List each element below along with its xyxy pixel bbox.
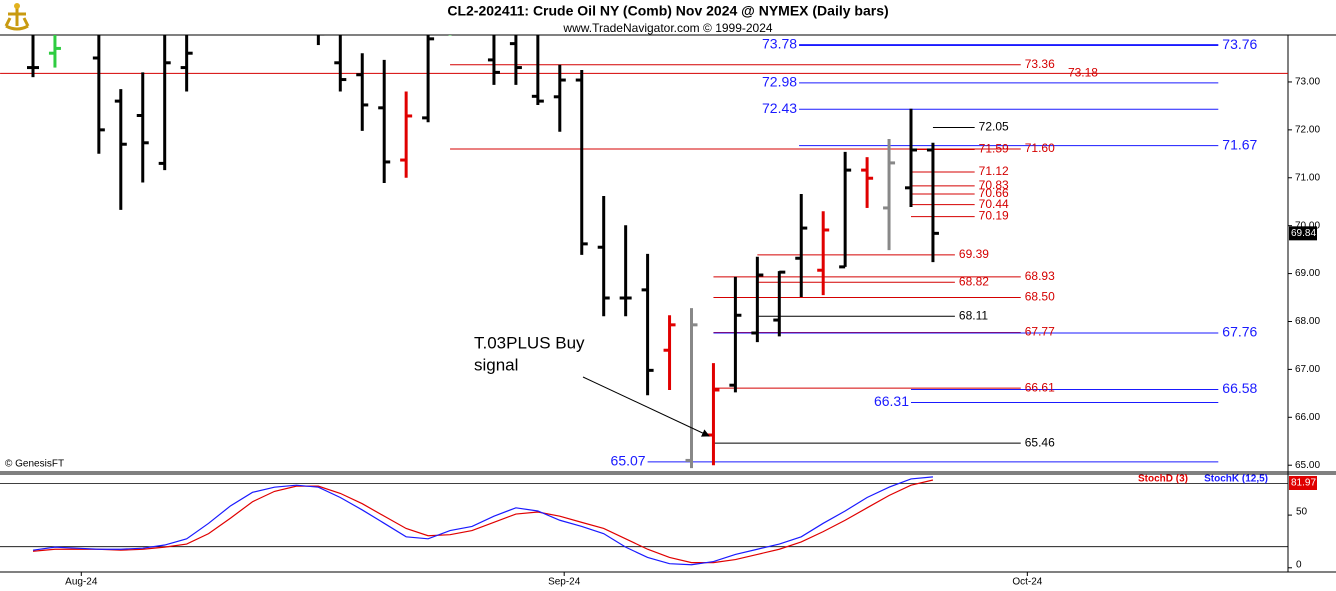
x-tick-label: Sep-24 [548,577,581,588]
level-label: 70.66 [979,186,1009,200]
level-label: 66.31 [874,393,909,409]
level-label: 69.39 [959,247,989,261]
y-tick-label: 66.00 [1295,412,1320,423]
logo [2,2,32,32]
level-label: 73.36 [1025,57,1055,71]
level-label: 68.11 [959,308,988,322]
y-tick-label: 69.00 [1295,268,1320,279]
y-tick-label: 67.00 [1295,364,1320,375]
chart-title: CL2-202411: Crude Oil NY (Comb) Nov 2024… [447,3,888,19]
level-label: 73.78 [762,35,797,51]
level-label: 65.46 [1025,435,1055,449]
stoch-line [32,476,934,566]
level-label: 71.59 [979,142,1009,156]
y-tick-label: 68.00 [1295,316,1320,327]
stoch-tick-label: 50 [1296,507,1308,518]
level-label: 72.98 [762,74,797,90]
level-label: 70.83 [979,178,1009,192]
credit: © GenesisFT [5,459,64,470]
stoch-tick-label: 0 [1296,559,1302,570]
level-label: 71.60 [1025,141,1055,155]
level-label: 68.50 [1025,290,1055,304]
y-tick-label: 73.00 [1295,77,1320,88]
level-label: 68.93 [1025,269,1055,283]
last-price-box [1289,226,1317,241]
y-tick-label: 70.00 [1295,220,1320,231]
legend-label: StochD (3) [1138,474,1188,485]
level-label: 70.44 [979,197,1009,211]
level-label: 65.07 [611,453,646,469]
stoch-last-label: 81.97 [1291,478,1316,489]
y-tick-label: 72.00 [1295,124,1320,135]
level-label: 73.18 [1068,65,1098,79]
level-label: 71.67 [1222,136,1257,152]
x-tick-label: Oct-24 [1012,577,1042,588]
level-label: 72.43 [762,100,797,116]
level-label: 73.76 [1222,36,1257,52]
level-label: 70.19 [979,209,1009,223]
level-label: 72.05 [979,120,1009,134]
level-label: 71.12 [979,164,1009,178]
stoch-plot [0,476,1288,566]
chart-subtitle: www.TradeNavigator.com © 1999-2024 [562,21,772,35]
level-label: 67.76 [1222,324,1257,340]
annotation: T.03PLUS Buy [474,333,585,352]
y-tick-label: 65.00 [1295,460,1320,471]
level-label: 67.77 [1025,325,1055,339]
annotation-arrow [582,376,710,437]
overlay: T.03PLUS Buy signal [474,333,710,437]
level-label: 68.82 [959,274,989,288]
price-plot [0,35,1288,469]
annotation: signal [474,355,518,374]
last-price-label: 69.84 [1291,228,1316,239]
level-label: 66.61 [1025,380,1055,394]
legend-label: StochK (12,5) [1204,474,1268,485]
y-tick-label: 71.00 [1295,172,1320,183]
stoch-last-box [1289,476,1317,490]
level-label: 66.58 [1222,380,1257,396]
stoch-line [32,479,934,564]
x-tick-label: Aug-24 [65,577,98,588]
